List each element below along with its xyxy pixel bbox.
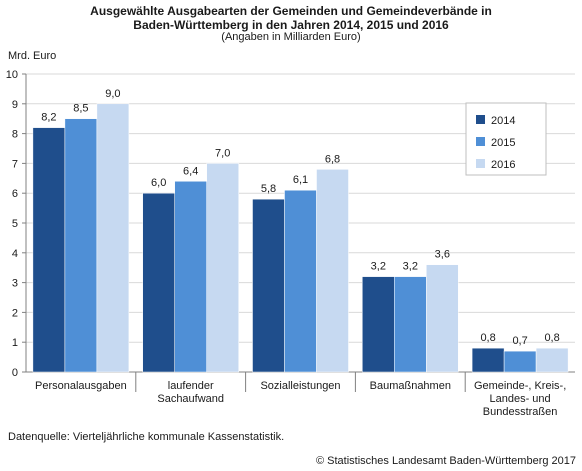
legend-label: 2015 <box>491 137 515 149</box>
y-tick-label: 0 <box>12 367 18 379</box>
bar <box>96 103 130 373</box>
data-label: 8,2 <box>41 112 56 124</box>
legend-swatch <box>476 159 485 168</box>
x-category-label: Landes- und <box>490 393 551 405</box>
bar <box>535 347 569 373</box>
chart-title-line-2: Baden-Württemberg in den Jahren 2014, 20… <box>133 18 449 32</box>
y-axis-label: Mrd. Euro <box>8 50 57 62</box>
data-label: 8,5 <box>73 103 88 115</box>
legend-swatch <box>476 137 485 146</box>
x-category-label: Baumaßnahmen <box>370 380 451 392</box>
y-tick-label: 7 <box>12 158 18 170</box>
chart-title-line-1: Ausgewählte Ausgabearten der Gemeinden u… <box>90 4 492 18</box>
bar <box>503 350 537 373</box>
legend-label: 2016 <box>491 159 515 171</box>
y-tick-label: 10 <box>6 69 18 81</box>
bar-chart: 0 1 2 3 4 5 6 7 8 9 10 8,2 8,5 9,0 Personalausgaben 6,0… <box>6 69 575 418</box>
data-label: 6,8 <box>325 153 340 165</box>
legend-swatch <box>476 115 485 124</box>
data-label: 3,2 <box>371 261 386 273</box>
y-tick-label: 4 <box>12 248 18 260</box>
data-label: 5,8 <box>261 183 276 195</box>
data-source-note: Datenquelle: Vierteljährliche kommunale … <box>8 431 285 443</box>
data-label: 6,1 <box>293 174 308 186</box>
bar <box>362 276 395 373</box>
bar <box>64 118 98 373</box>
bar <box>174 181 207 373</box>
x-category-label: Sozialleistungen <box>260 380 340 392</box>
data-label: 0,7 <box>512 335 527 347</box>
y-tick-label: 6 <box>12 188 18 200</box>
y-tick-label: 3 <box>12 278 18 290</box>
legend-label: 2014 <box>491 115 515 127</box>
data-label: 3,6 <box>435 249 450 261</box>
bar <box>426 264 459 373</box>
data-label: 7,0 <box>215 147 230 159</box>
bar <box>394 276 427 373</box>
chart-title: Ausgewählte Ausgabearten der Gemeinden u… <box>0 4 582 32</box>
bar <box>284 189 317 373</box>
x-category-label: Personalausgaben <box>35 380 127 392</box>
y-tick-label: 2 <box>12 307 18 319</box>
x-category-label: laufender <box>168 380 214 392</box>
y-tick-label: 1 <box>12 337 18 349</box>
data-label: 6,4 <box>183 165 198 177</box>
bar <box>471 347 505 373</box>
chart-subtitle: (Angaben in Milliarden Euro) <box>221 31 361 43</box>
data-label: 0,8 <box>544 332 559 344</box>
data-label: 0,8 <box>480 332 495 344</box>
data-label: 9,0 <box>105 88 120 100</box>
y-tick-label: 8 <box>12 129 18 141</box>
y-tick-label: 9 <box>12 99 18 111</box>
bar <box>252 198 285 373</box>
y-tick-label: 5 <box>12 218 18 230</box>
data-label: 3,2 <box>403 261 418 273</box>
bar <box>206 163 239 373</box>
copyright-note: © Statistisches Landesamt Baden-Württemb… <box>315 455 576 467</box>
data-label: 6,0 <box>151 177 166 189</box>
bar <box>32 127 66 373</box>
bar <box>316 169 349 373</box>
bar <box>142 192 175 373</box>
x-category-label: Bundesstraßen <box>483 406 558 418</box>
x-category-label: Sachaufwand <box>157 393 224 405</box>
x-category-label: Gemeinde-, Kreis-, <box>474 380 566 392</box>
